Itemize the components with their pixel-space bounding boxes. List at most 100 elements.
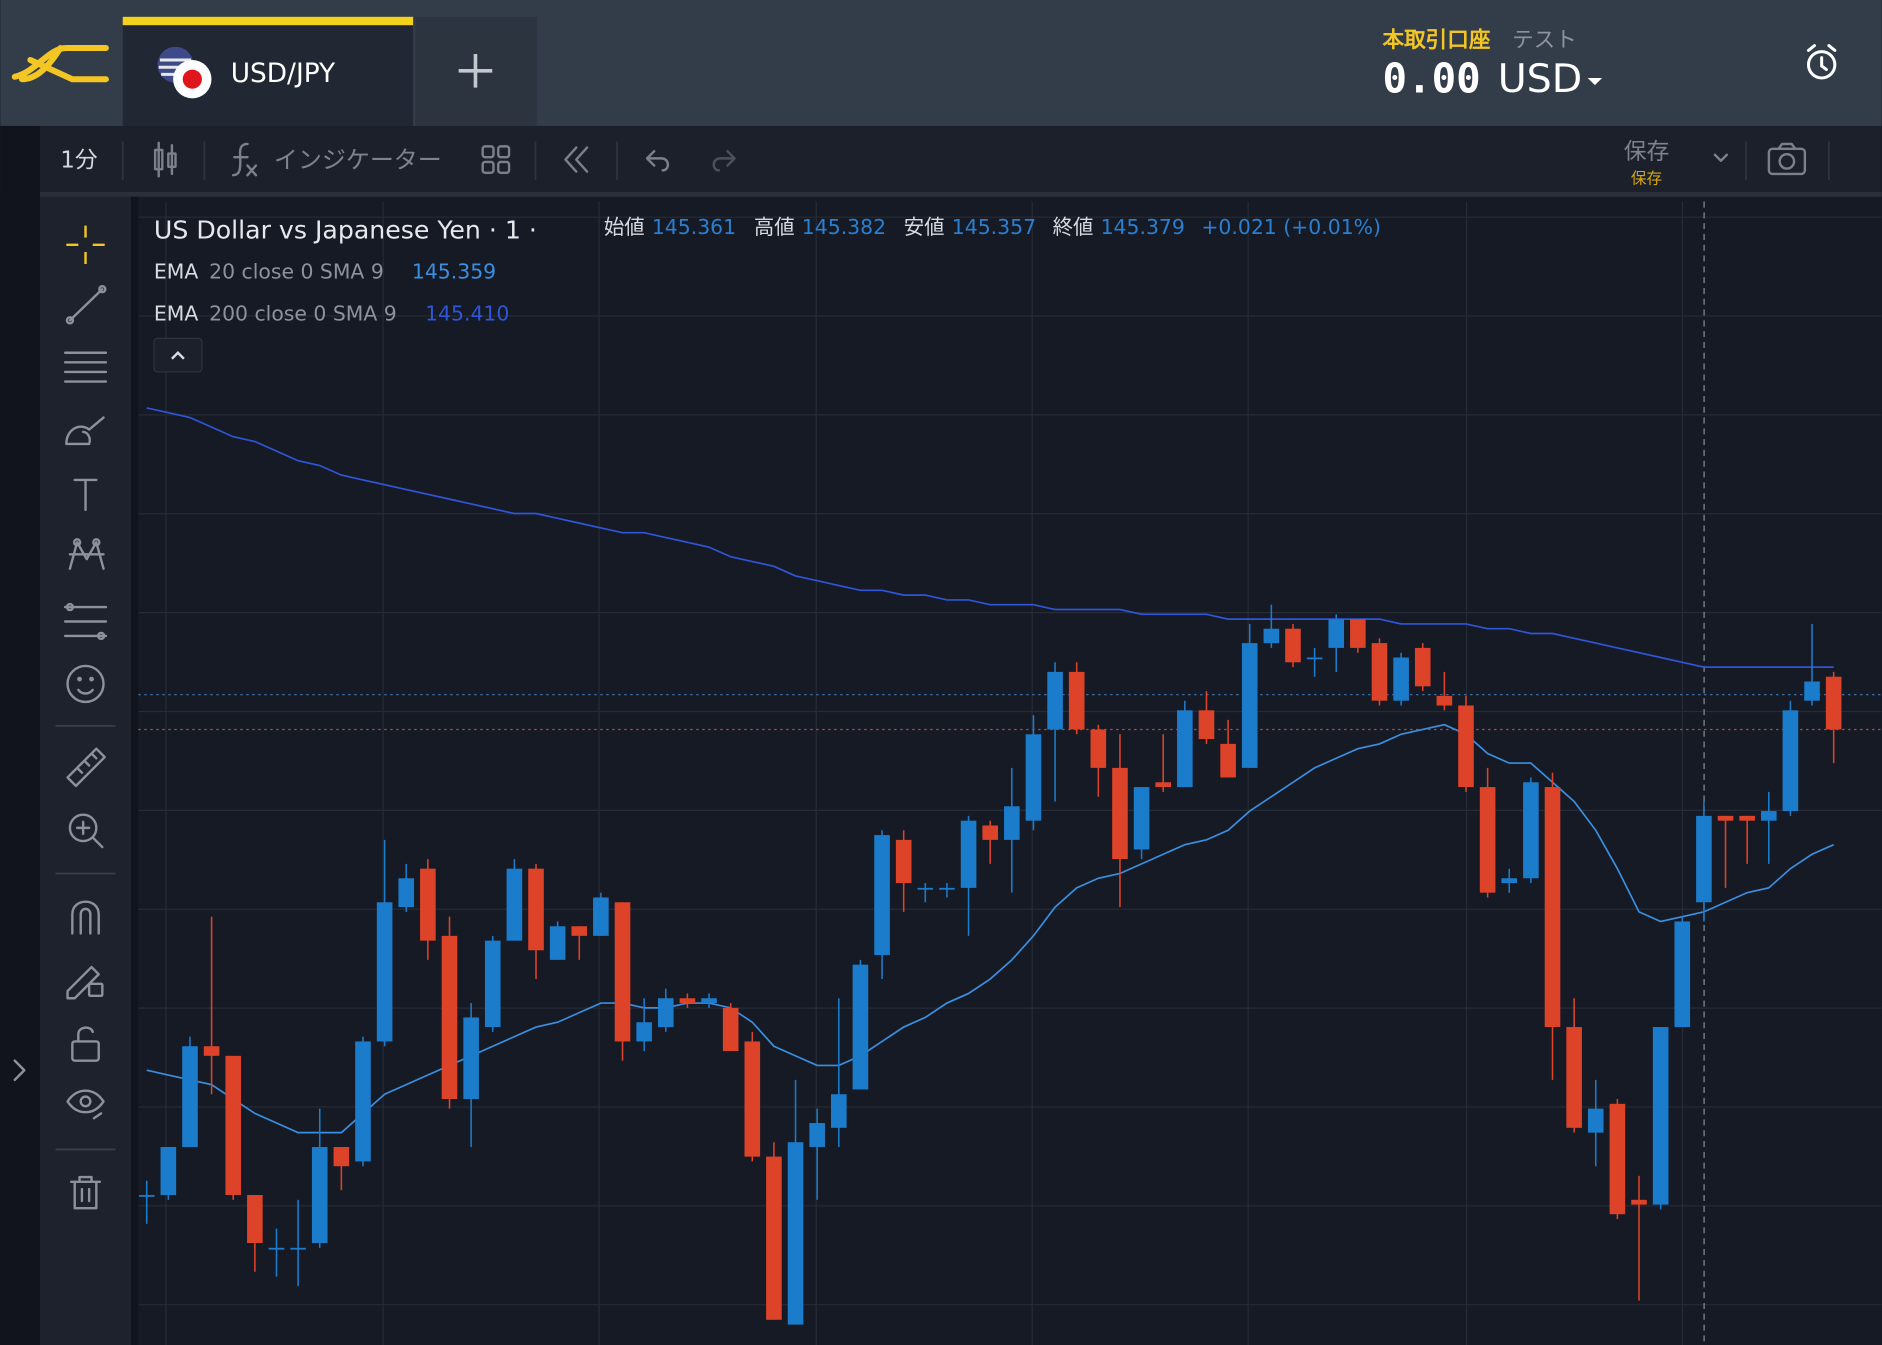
emoji-tool[interactable] [66,664,105,704]
candle-body [1241,643,1258,768]
candle-body [1198,710,1215,740]
candle-body [1652,1027,1669,1205]
candle-body [1501,878,1518,884]
candle-body [744,1041,761,1157]
candle-body [982,825,998,840]
candles [138,604,1842,1325]
screenshot-button[interactable] [1767,142,1807,176]
replay-button[interactable] [564,146,589,173]
candle-body [182,1046,198,1148]
candle-body [809,1123,825,1148]
candle-body [701,998,717,1004]
low-label: 安値 [904,215,945,239]
candle-body [528,868,544,951]
parallel-lines-tool[interactable] [63,351,108,383]
brush-tool[interactable] [65,416,105,446]
alarm-icon[interactable] [1806,44,1837,80]
candle-body [1782,710,1799,812]
collapse-legend[interactable] [153,337,203,373]
candle-body [290,1247,306,1250]
candle-body [225,1055,242,1196]
delete-tool[interactable] [69,1175,102,1210]
candle-body [1739,815,1755,821]
collapse-icon [171,351,185,360]
lock-tool[interactable] [71,1026,100,1062]
candle-body [1068,671,1085,730]
lock-drawings-tool[interactable] [66,965,104,1000]
candle-body [722,1007,739,1052]
balance-dropdown[interactable] [1587,77,1603,86]
candle-body [939,887,955,890]
candle-body [895,839,912,884]
save-button[interactable]: 保存 [1624,139,1670,165]
tab-indicator [122,16,414,26]
candle-type-button[interactable] [153,141,177,178]
zoom-tool[interactable] [68,813,104,849]
save-dropdown[interactable] [1713,153,1729,162]
crosshair-tool[interactable] [66,225,105,264]
indicators-button[interactable]: インジケーター [274,146,442,174]
undo-button[interactable] [645,149,670,172]
candle-body [636,1022,652,1042]
account-type: 本取引口座 [1382,27,1491,53]
balance-amount: 0.00 [1383,55,1481,103]
tool-panel [39,196,132,1345]
high-label: 高値 [754,215,795,239]
pattern-tool[interactable] [68,538,105,570]
redo-button[interactable] [712,149,736,172]
candle-body [1328,619,1345,648]
candle-body [1609,1103,1626,1215]
indicator-line [146,407,1834,668]
fib-tool[interactable] [63,602,108,641]
candle-body [1155,782,1172,788]
open-value: 145.361 [652,215,736,239]
candle-body [1523,782,1539,879]
candle-body [1436,695,1453,706]
candle-body [1112,767,1128,860]
candle-body [311,1147,328,1244]
text-tool[interactable] [73,478,98,512]
candle-body [766,1156,782,1320]
candle-body [571,926,588,936]
candle-body [852,964,869,1090]
trend-line-tool[interactable] [65,284,107,325]
balance-currency[interactable]: USD [1498,56,1583,102]
indicator-params: 200 close 0 SMA 9 [209,301,397,325]
layout-button[interactable] [481,145,511,174]
candle-body [1717,815,1734,821]
candle-body [960,820,977,888]
symbol-label: USD/JPY [231,59,336,89]
visibility-tool[interactable] [66,1089,105,1120]
close-label: 終値 [1053,215,1094,239]
candle-body [1414,647,1431,687]
magnet-tool[interactable] [71,900,100,935]
expand-arrow[interactable] [13,1059,26,1082]
candle-body [398,878,415,908]
ruler-tool[interactable] [66,747,106,788]
candle-body [1004,806,1020,840]
candle-body [1263,628,1280,644]
candle-body [1133,787,1150,850]
interval-button[interactable]: 1分 [60,147,97,173]
indicator-params: 20 close 0 SMA 9 [209,259,384,283]
plus-icon [458,53,493,88]
panel-gap [131,196,139,1345]
candle-body [441,935,458,1100]
indicator-legend: EMA 20 close 0 SMA 9 145.359 EMA 200 clo… [154,259,509,325]
indicator-name: EMA [154,259,198,283]
candle-body [138,1195,155,1197]
candle-body [1090,729,1107,768]
candle-body [1393,657,1409,701]
indicator-value: 145.410 [425,301,509,325]
candle-body [787,1142,804,1325]
candle-body [1025,734,1042,821]
toolbar [0,125,1882,192]
candle-body [1479,787,1496,893]
candle-body [831,1094,847,1128]
separator [39,191,1882,197]
candle-body [376,902,393,1042]
candle-body [1566,1027,1582,1128]
candle-body [657,998,674,1028]
